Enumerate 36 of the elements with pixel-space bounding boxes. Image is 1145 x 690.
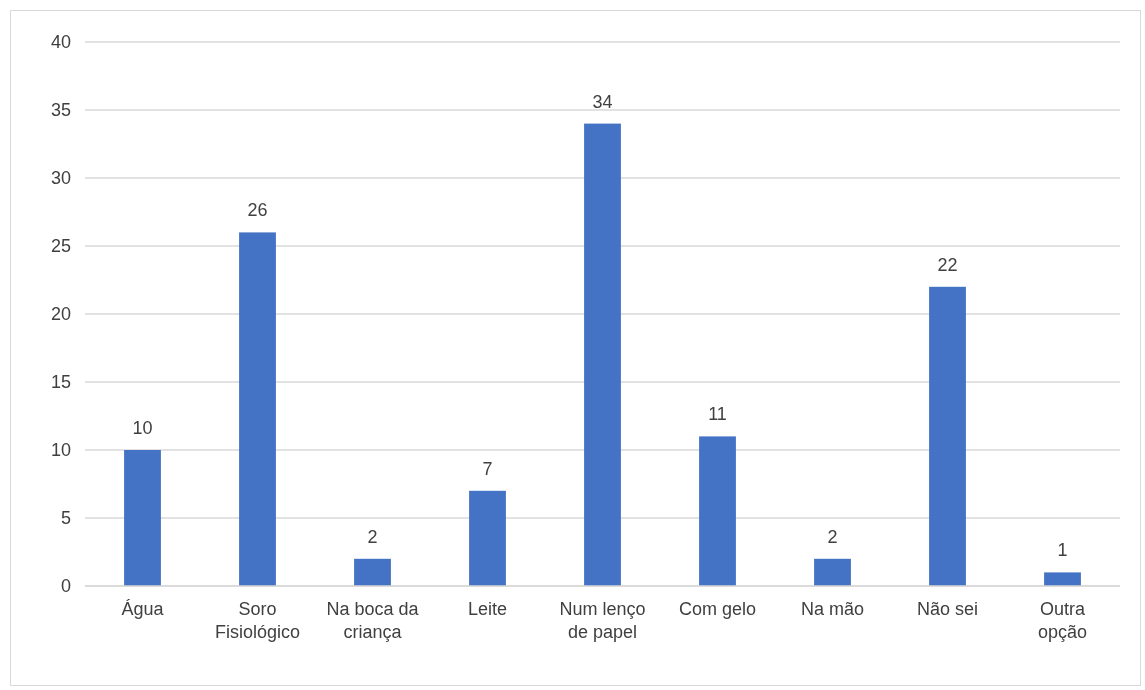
bar: [1044, 572, 1081, 586]
x-tick-label: Com gelo: [678, 598, 757, 619]
x-tick-label: Água: [121, 598, 165, 619]
y-tick-label: 40: [50, 32, 71, 53]
x-tick-label: Não sei: [916, 598, 979, 619]
data-label: 11: [708, 404, 727, 425]
bar: [469, 490, 506, 586]
bar: [354, 558, 391, 586]
bar: [699, 436, 736, 586]
x-tick-label: Outra opção: [1037, 598, 1088, 643]
bar: [124, 450, 161, 586]
bar: [239, 232, 276, 586]
data-label: 26: [247, 200, 268, 221]
x-tick-label: Num lenço de papel: [559, 598, 646, 643]
y-tick-label: 5: [60, 508, 71, 529]
y-tick-label: 15: [50, 372, 71, 393]
data-label: 34: [592, 91, 613, 112]
data-label: 2: [827, 526, 838, 547]
data-label: 2: [367, 526, 378, 547]
data-label: 10: [132, 418, 153, 438]
bar: [584, 123, 621, 586]
data-label: 1: [1057, 540, 1068, 561]
y-tick-label: 20: [50, 304, 71, 325]
x-tick-label: Na mão: [800, 598, 865, 619]
x-tick-label: Na boca da criança: [326, 598, 420, 643]
x-tick-label: Leite: [467, 598, 508, 619]
bar: [929, 286, 966, 586]
data-label: 7: [482, 458, 493, 479]
y-tick-label: 30: [50, 168, 71, 189]
y-tick-label: 0: [60, 576, 71, 597]
y-tick-label: 25: [50, 236, 71, 257]
y-tick-label: 10: [50, 440, 71, 461]
x-tick-label: Soro Fisiológico: [214, 598, 301, 643]
data-label: 22: [937, 254, 958, 275]
y-tick-label: 35: [50, 100, 71, 121]
bar: [814, 558, 851, 586]
